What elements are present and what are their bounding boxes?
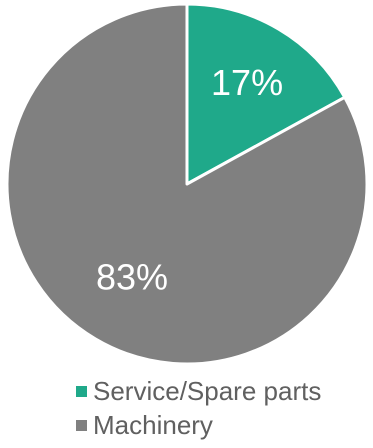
legend-label-machinery: Machinery xyxy=(93,409,213,440)
legend-item-machinery[interactable]: Machinery xyxy=(76,408,373,442)
pie-slice-service-spare-parts[interactable] xyxy=(185,2,347,186)
legend-label-service-spare-parts: Service/Spare parts xyxy=(93,375,322,406)
pie-label-service-spare-parts: 17% xyxy=(211,62,283,103)
pie-slice-machinery[interactable] xyxy=(5,2,369,366)
pie-slices xyxy=(5,2,369,366)
pie-labels: 17% 83% xyxy=(96,62,283,298)
pie-label-machinery: 83% xyxy=(96,256,168,297)
legend-swatch-service-spare-parts xyxy=(76,385,87,397)
legend-item-service-spare-parts[interactable]: Service/Spare parts xyxy=(76,374,373,408)
legend-swatch-machinery xyxy=(76,419,87,431)
chart-legend: Service/Spare parts Machinery xyxy=(76,374,373,442)
